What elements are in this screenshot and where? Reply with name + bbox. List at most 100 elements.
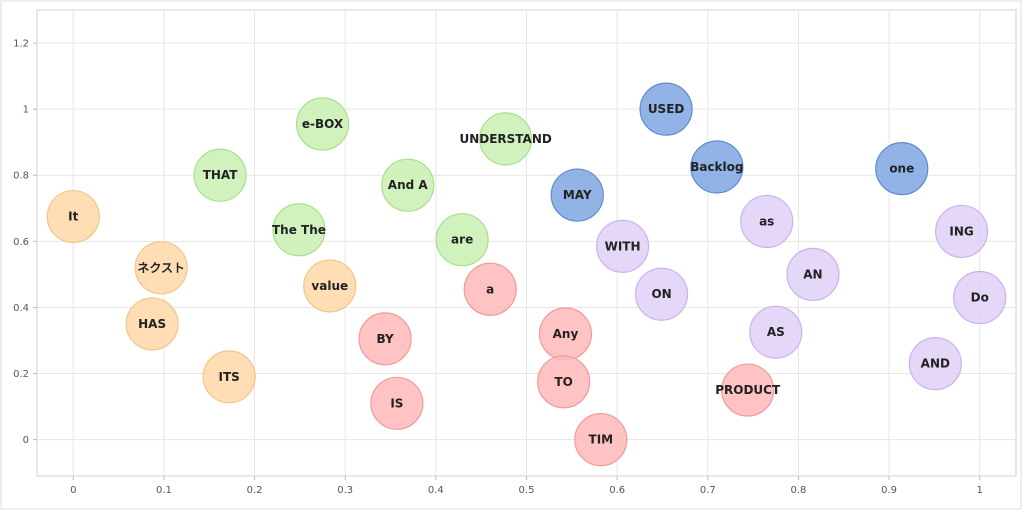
bubble-label: Any	[553, 327, 579, 341]
y-tick-label: 0.2	[13, 369, 29, 380]
bubble-label: are	[451, 233, 473, 247]
y-tick-label: 1	[23, 105, 29, 116]
bubble-circle	[295, 97, 350, 151]
bubble-circle	[381, 158, 435, 212]
y-tick-label: 0.6	[13, 237, 29, 248]
bubble: WITH	[595, 219, 650, 273]
bubble: are	[435, 213, 489, 267]
bubble: ITS	[202, 350, 256, 404]
bubble-circle	[479, 112, 533, 166]
bubble: AND	[908, 337, 962, 391]
bubble-circle	[574, 413, 628, 467]
bubble: THAT	[193, 148, 247, 202]
bubble: a	[463, 262, 517, 316]
bubble-circle	[690, 140, 744, 194]
bubble-circle	[935, 204, 989, 259]
bubble-label: IS	[390, 396, 403, 410]
bubble: BY	[358, 312, 412, 366]
bubble-circle	[537, 355, 591, 409]
bubble: And A	[381, 158, 435, 212]
bubble-label: BY	[376, 332, 393, 346]
bubble-circle	[634, 267, 689, 321]
bubble: one	[875, 142, 929, 196]
bubble-label: AS	[767, 325, 785, 339]
bubble-circle	[46, 189, 100, 244]
bubble: HAS	[125, 297, 179, 351]
bubble: AN	[786, 247, 840, 301]
bubble-label: ON	[651, 287, 671, 301]
bubble-circle	[358, 312, 412, 366]
x-tick-label: 1	[977, 485, 983, 496]
bubble: ネクスト	[134, 241, 188, 295]
bubble: PRODUCT	[715, 363, 781, 417]
bubble: It	[46, 189, 100, 244]
bubble: Backlog	[690, 140, 744, 194]
bubble: AS	[749, 305, 803, 359]
x-tick-label: 0	[70, 485, 76, 496]
bubbles: It ネクスト HAS ITS value THAT e-BOX The The And A ar…	[46, 82, 1007, 467]
x-tick-label: 0.3	[337, 485, 353, 496]
x-tick-label: 0.6	[609, 485, 625, 496]
bubble: Any	[538, 307, 593, 361]
bubble: IS	[370, 376, 424, 430]
bubble: ON	[634, 267, 689, 321]
bubble-label: The The	[272, 223, 326, 237]
bubble-circle	[953, 270, 1007, 325]
bubble-circle	[786, 247, 840, 301]
bubble: value	[303, 259, 357, 313]
x-tick-label: 0.8	[790, 485, 806, 496]
y-tick-label: 0	[23, 435, 29, 446]
axes: 0 0.1 0.2 0.3 0.4 0.5 0.6 0.7 0.8 0.9 1 0 0.2 0.4 0.6 0…	[13, 39, 983, 496]
x-tick-label: 0.1	[156, 485, 172, 496]
bubble-label: TO	[554, 375, 572, 389]
bubble-label: It	[68, 210, 78, 224]
bubble: e-BOX	[295, 97, 350, 151]
bubble-label: HAS	[138, 317, 166, 331]
bubble: The The	[272, 203, 326, 257]
bubble-label: value	[311, 279, 348, 293]
bubble-circle	[721, 363, 775, 417]
bubble: as	[740, 194, 794, 249]
bubble-label: THAT	[203, 168, 239, 182]
bubble-circle	[202, 350, 256, 404]
bubble-label: MAY	[563, 188, 592, 202]
x-tick-label: 0.4	[428, 485, 444, 496]
bubble-label: Backlog	[690, 160, 743, 174]
bubble: TO	[537, 355, 591, 409]
bubble-label: USED	[648, 102, 685, 116]
y-tick-label: 0.8	[13, 171, 29, 182]
bubble: USED	[639, 82, 693, 136]
x-tick-label: 0.2	[247, 485, 263, 496]
y-tick-label: 1.2	[13, 39, 29, 50]
bubble-label: TIM	[589, 433, 614, 447]
bubble-label: UNDERSTAND	[459, 132, 551, 146]
bubble-label: PRODUCT	[715, 383, 781, 397]
bubble-circle	[134, 241, 188, 295]
x-tick-label: 0.9	[881, 485, 897, 496]
bubble-label: a	[486, 282, 494, 296]
bubble-label: ING	[949, 224, 973, 238]
bubble-label: Do	[971, 291, 989, 305]
bubble-circle	[125, 297, 179, 351]
bubble-circle	[639, 82, 693, 136]
bubble-label: e-BOX	[302, 117, 344, 131]
bubble-circle	[595, 219, 650, 273]
bubble-circle	[550, 168, 604, 222]
bubble-label: ネクスト	[137, 261, 185, 275]
bubble-label: ITS	[219, 370, 240, 384]
bubble-circle	[463, 262, 517, 316]
bubble-circle	[875, 142, 929, 196]
bubble-circle	[193, 148, 247, 202]
x-tick-label: 0.5	[519, 485, 535, 496]
bubble: TIM	[574, 413, 628, 467]
bubble-circle	[303, 259, 357, 313]
bubble: MAY	[550, 168, 604, 222]
bubble-circle	[749, 305, 803, 359]
bubble-circle	[435, 213, 489, 267]
bubble-circle	[272, 203, 326, 257]
y-tick-label: 0.4	[13, 303, 29, 314]
bubble: Do	[953, 270, 1007, 325]
bubble-label: as	[759, 215, 774, 229]
bubble: ING	[935, 204, 989, 259]
